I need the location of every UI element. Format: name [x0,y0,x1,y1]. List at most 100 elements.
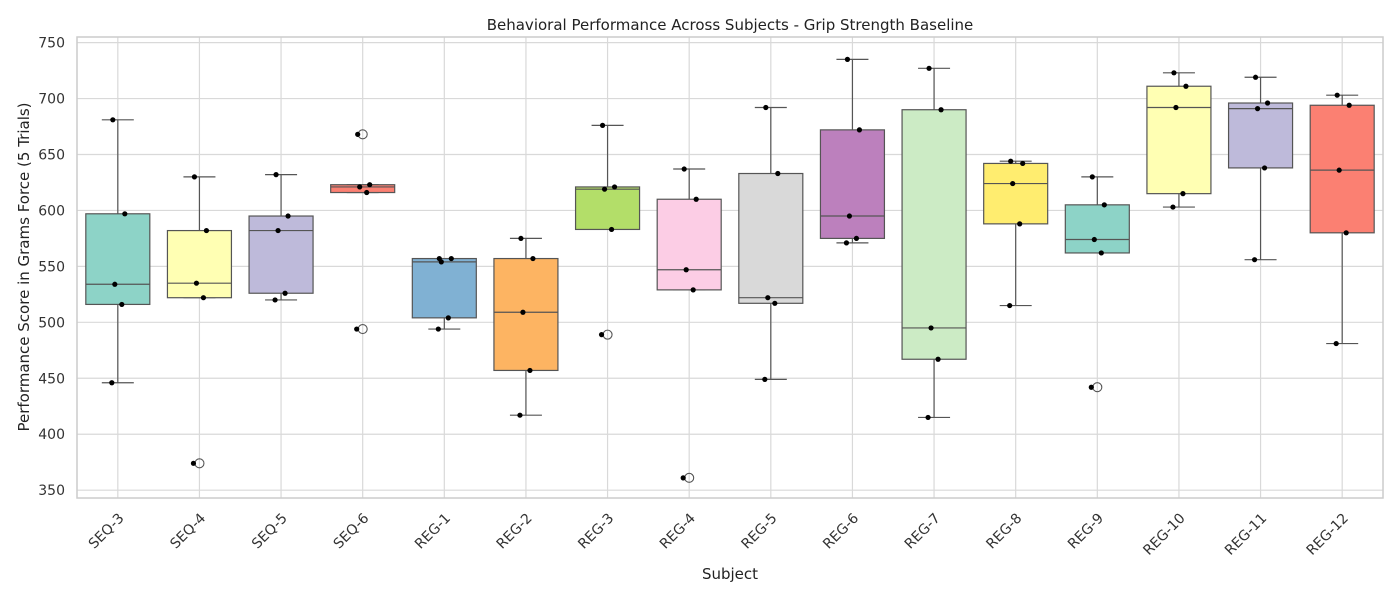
x-tick-label: REG-3 [575,510,617,552]
iqr-box [1309,104,1375,234]
box-reg-4 [656,168,722,483]
iqr-box [85,213,151,306]
iqr-box [738,172,804,304]
box-reg-11 [1227,76,1294,261]
box-reg-3 [574,124,641,340]
box-reg-5 [738,106,804,380]
point-layer [109,56,1352,481]
data-point [1171,70,1177,76]
data-point [110,117,116,123]
chart-title: Behavioral Performance Across Subjects -… [487,16,974,34]
data-point [122,211,128,217]
iqr-box [574,186,641,231]
data-point [601,186,608,192]
x-tick-label: REG-4 [657,510,699,552]
data-point [285,213,291,219]
y-axis-label: Performance Score in Grams Force (5 Tria… [15,102,33,431]
x-tick-label: REG-9 [1065,510,1107,552]
data-point [1173,104,1179,111]
data-point [598,332,605,338]
data-point [1343,230,1349,236]
data-point [775,170,781,177]
box-reg-1 [411,257,477,330]
data-point [611,184,618,190]
data-point [690,287,696,293]
x-tick-label: REG-12 [1304,510,1352,558]
data-point [1089,174,1095,180]
data-point [1346,102,1352,108]
data-point [693,196,699,202]
plot-frame [76,36,1384,499]
data-point [272,297,278,303]
x-axis-label: Subject [702,565,758,583]
iqr-box [656,198,722,291]
data-point [448,255,454,262]
data-point [853,235,860,242]
x-tick-label: REG-11 [1222,510,1270,558]
y-tick-label: 700 [38,92,65,108]
data-point [856,127,863,133]
data-point [772,300,778,306]
y-tick-label: 350 [38,483,65,499]
box-seq-3 [85,119,151,384]
x-tick-label: REG-5 [739,510,781,552]
iqr-box [166,229,233,299]
box-reg-12 [1309,94,1375,345]
x-tick-label: SEQ-6 [331,510,373,552]
box-seq-5 [248,174,314,301]
iqr-box [1146,85,1212,195]
data-point [1101,202,1107,208]
data-point [357,184,363,190]
data-point [599,122,606,128]
box-seq-4 [166,176,233,469]
y-tick-labels: 350 400 450 500 550 600 650 700 750 [38,36,65,500]
box-reg-9 [1064,176,1130,393]
iqr-box [1064,204,1130,254]
x-tick-label: SEQ-5 [249,510,291,552]
data-point [191,174,198,180]
data-point [1170,204,1176,210]
x-tick-label: REG-1 [412,510,454,552]
data-point [680,475,686,481]
data-point [1017,221,1023,227]
data-point [527,367,533,374]
x-tick-label: REG-10 [1140,510,1188,558]
data-point [762,376,768,382]
data-point [436,255,442,262]
data-point [608,226,615,233]
data-point [681,166,687,172]
x-tick-label: REG-6 [820,510,862,552]
data-point [282,290,288,296]
data-point [1020,160,1026,167]
data-point [1180,191,1186,197]
data-point [846,213,853,219]
y-tick-label: 450 [38,371,65,387]
iqr-box [493,257,559,372]
data-point [364,189,370,196]
data-point [1098,250,1104,256]
data-point [763,104,769,111]
data-point [119,301,125,308]
box-reg-7 [901,67,967,419]
data-point [925,414,931,421]
data-point [935,356,941,362]
iqr-box [1227,102,1294,169]
y-tick-label: 650 [38,147,65,163]
box-reg-6 [819,58,886,244]
data-point [938,107,944,113]
data-point [1091,236,1097,243]
data-point [1183,83,1189,89]
data-point [190,460,197,466]
box-layer [85,58,1375,483]
box-reg-8 [983,160,1049,307]
data-point [1336,167,1342,173]
box-seq-6 [330,129,396,335]
data-point [112,281,118,287]
data-point [1333,340,1339,347]
y-tick-label: 400 [38,427,65,443]
y-tick-label: 500 [38,315,65,331]
data-point [193,280,200,286]
data-point [517,412,523,418]
data-point [518,235,524,242]
data-point [1251,257,1258,263]
